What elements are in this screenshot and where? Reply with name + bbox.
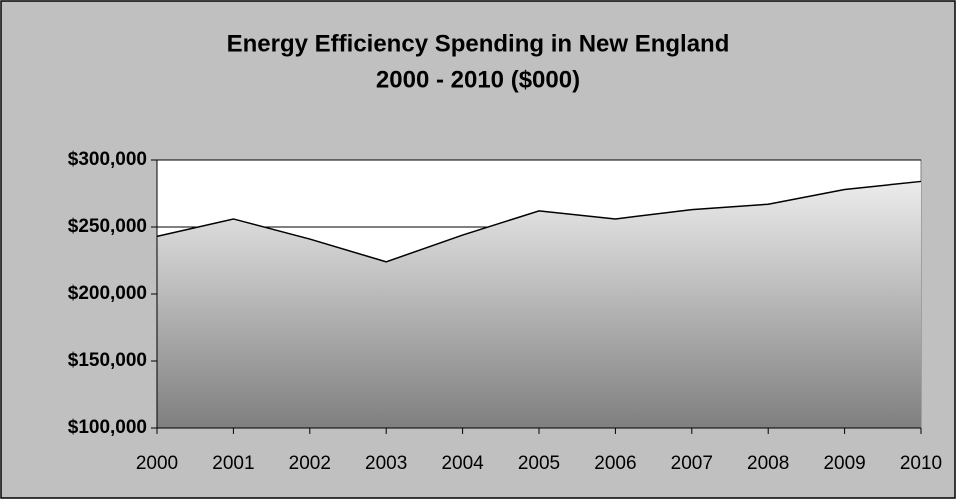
chart-title: Energy Efficiency Spending in New Englan… [227,30,730,57]
x-tick-label: 2009 [823,453,865,474]
x-tick-label: 2001 [212,453,254,474]
y-tick-label: $100,000 [68,417,147,438]
x-tick-label: 2000 [136,453,178,474]
x-tick-label: 2003 [365,453,407,474]
y-tick-label: $200,000 [68,283,147,304]
x-tick-label: 2007 [671,453,713,474]
y-tick-label: $150,000 [68,350,147,371]
x-tick-label: 2004 [441,453,484,474]
area-line [156,180,922,263]
x-tick-label: 2008 [747,453,789,474]
x-tick-label: 2005 [518,453,560,474]
y-tick-label: $300,000 [68,149,147,170]
chart-title: 2000 - 2010 ($000) [376,66,580,93]
x-tick-label: 2002 [289,453,331,474]
x-tick-label: 2010 [900,453,942,474]
area-fill [157,181,921,428]
x-tick-label: 2006 [594,453,636,474]
y-tick-label: $250,000 [68,216,147,237]
